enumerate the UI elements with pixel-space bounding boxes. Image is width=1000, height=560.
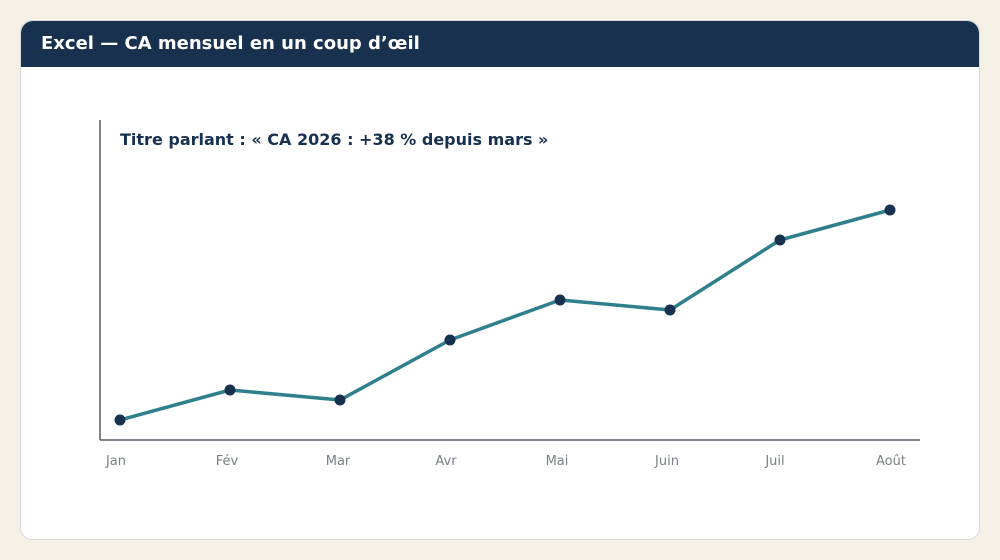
data-point-0: [114, 414, 126, 426]
data-point-4: [554, 294, 566, 306]
x-tick-label: Jan: [105, 454, 126, 469]
x-tick-label: Mai: [546, 454, 569, 469]
series-line: [119, 208, 891, 422]
x-tick-label: Mar: [326, 454, 351, 469]
x-tick-label: Juin: [654, 454, 679, 469]
chart-title: Titre parlant : « CA 2026 : +38 % depuis…: [120, 130, 548, 149]
chart-card: Excel — CA mensuel en un coup d’œil: [20, 20, 980, 540]
data-point-5: [664, 304, 676, 316]
data-point-6: [774, 234, 786, 246]
window-title: Excel — CA mensuel en un coup d’œil: [21, 21, 979, 67]
data-point-2: [334, 394, 346, 406]
x-tick-label: Juil: [764, 454, 784, 469]
data-point-3: [444, 334, 456, 346]
series-layer: [114, 204, 896, 426]
data-point-1: [224, 384, 236, 396]
x-tick-label: Fév: [216, 454, 239, 469]
data-point-7: [884, 204, 896, 216]
x-tick-labels: Jan Fév Mar Avr Mai Juin Juil Août: [105, 454, 906, 469]
x-tick-label: Avr: [435, 454, 457, 469]
x-tick-label: Août: [876, 454, 906, 469]
